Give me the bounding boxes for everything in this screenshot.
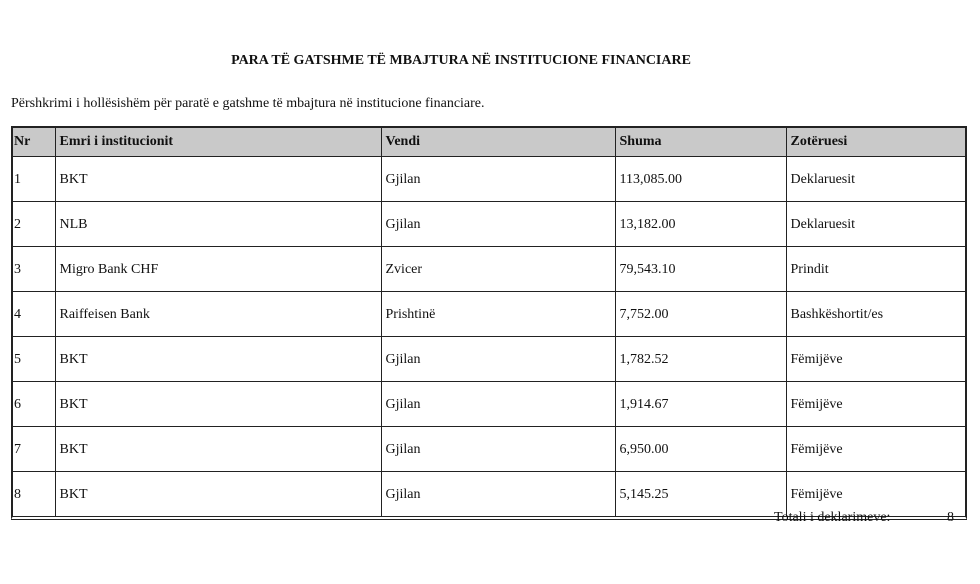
table-row: 8 BKT Gjilan 5,145.25 Fëmijëve: [13, 471, 965, 516]
table-row: 3 Migro Bank CHF Zvicer 79,543.10 Prindit: [13, 246, 965, 292]
cell-owner: Bashkëshortit/es: [785, 291, 965, 337]
cell-place: Gjilan: [380, 381, 616, 427]
cell-owner: Fëmijëve: [785, 426, 965, 472]
cell-nr: 7: [13, 426, 56, 472]
description: Përshkrimi i hollësishëm për paratë e ga…: [11, 96, 485, 111]
table-header: Nr Emri i institucionit Vendi Shuma Zotë…: [13, 128, 965, 157]
cell-institution: BKT: [54, 156, 382, 202]
page-title: PARA TË GATSHME TË MBAJTURA NË INSTITUCI…: [231, 53, 691, 68]
table-row: 2 NLB Gjilan 13,182.00 Deklaruesit: [13, 201, 965, 247]
table-row: 5 BKT Gjilan 1,782.52 Fëmijëve: [13, 336, 965, 382]
cell-institution: BKT: [54, 426, 382, 472]
cell-owner: Prindit: [785, 246, 965, 292]
cell-institution: Raiffeisen Bank: [54, 291, 382, 337]
cell-place: Gjilan: [380, 426, 616, 472]
cell-nr: 3: [13, 246, 56, 292]
cell-institution: BKT: [54, 471, 382, 516]
header-nr: Nr: [13, 128, 56, 157]
cell-amount: 79,543.10: [614, 246, 787, 292]
cell-amount: 6,950.00: [614, 426, 787, 472]
cell-amount: 1,782.52: [614, 336, 787, 382]
cell-place: Zvicer: [380, 246, 616, 292]
cell-nr: 6: [13, 381, 56, 427]
table-row: 1 BKT Gjilan 113,085.00 Deklaruesit: [13, 156, 965, 202]
cell-nr: 2: [13, 201, 56, 247]
cell-amount: 1,914.67: [614, 381, 787, 427]
cell-nr: 4: [13, 291, 56, 337]
total-value: 8: [947, 510, 954, 525]
cell-institution: BKT: [54, 336, 382, 382]
header-place: Vendi: [380, 128, 616, 157]
header-amount: Shuma: [614, 128, 787, 157]
cell-owner: Fëmijëve: [785, 336, 965, 382]
cell-owner: Fëmijëve: [785, 471, 965, 516]
cell-owner: Deklaruesit: [785, 156, 965, 202]
cell-nr: 1: [13, 156, 56, 202]
cell-amount: 13,182.00: [614, 201, 787, 247]
table-row: 6 BKT Gjilan 1,914.67 Fëmijëve: [13, 381, 965, 427]
cell-institution: BKT: [54, 381, 382, 427]
cell-amount: 113,085.00: [614, 156, 787, 202]
cell-place: Gjilan: [380, 201, 616, 247]
cell-institution: Migro Bank CHF: [54, 246, 382, 292]
header-owner: Zotëruesi: [785, 128, 965, 157]
cell-owner: Fëmijëve: [785, 381, 965, 427]
table-row: 4 Raiffeisen Bank Prishtinë 7,752.00 Bashkës…: [13, 291, 965, 337]
cell-institution: NLB: [54, 201, 382, 247]
cell-place: Gjilan: [380, 156, 616, 202]
total-label: Totali i deklarimeve:: [774, 510, 891, 525]
cell-nr: 8: [13, 471, 56, 516]
cell-amount: 7,752.00: [614, 291, 787, 337]
cell-place: Prishtinë: [380, 291, 616, 337]
cell-owner: Deklaruesit: [785, 201, 965, 247]
cell-nr: 5: [13, 336, 56, 382]
header-institution: Emri i institucionit: [54, 128, 382, 157]
table-row: 7 BKT Gjilan 6,950.00 Fëmijëve: [13, 426, 965, 472]
cell-place: Gjilan: [380, 336, 616, 382]
cell-place: Gjilan: [380, 471, 616, 516]
cell-amount: 5,145.25: [614, 471, 787, 516]
institutions-table: Nr Emri i institucionit Vendi Shuma Zotë…: [11, 126, 967, 520]
